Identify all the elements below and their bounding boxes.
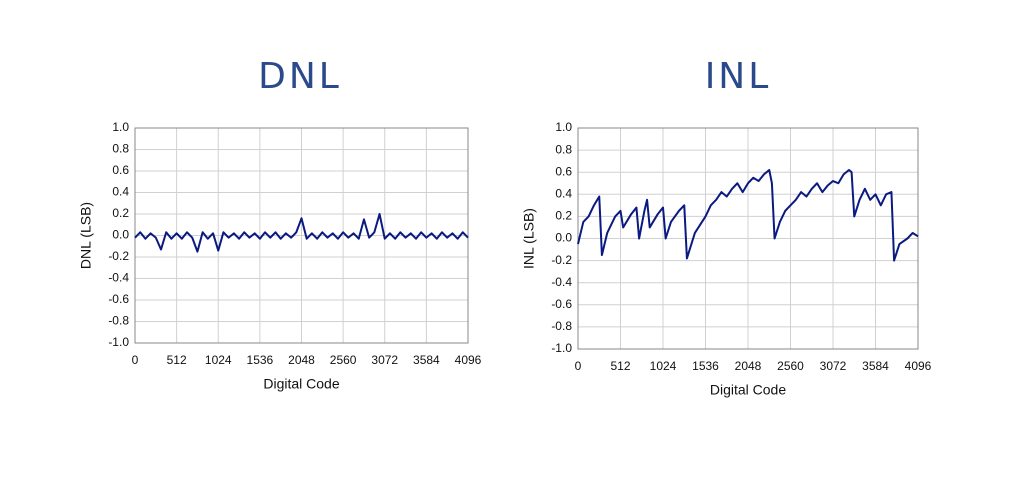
y-tick-label: 0.0 [555, 231, 572, 245]
y-tick-label: 0.6 [112, 163, 129, 177]
y-tick-label: 0.2 [555, 209, 572, 223]
y-tick-label: 1.0 [555, 120, 572, 134]
x-tick-label: 2048 [735, 359, 762, 373]
chart-title: INL [705, 56, 772, 97]
y-tick-label: 0.4 [112, 185, 129, 199]
y-tick-label: 0.8 [555, 142, 572, 156]
x-tick-label: 2560 [777, 359, 804, 373]
x-tick-label: 3584 [862, 359, 889, 373]
plot-frame [577, 127, 919, 350]
y-tick-label: -0.6 [108, 292, 129, 306]
plot-frame [134, 127, 469, 344]
y-tick-label: 0.4 [555, 186, 572, 200]
y-axis-label: DNL (LSB) [78, 202, 94, 269]
y-tick-label: -0.8 [108, 314, 129, 328]
x-tick-label: 0 [575, 359, 582, 373]
y-tick-label: -0.2 [108, 249, 129, 263]
y-tick-label: -0.4 [108, 271, 129, 285]
data-line [577, 168, 919, 262]
y-tick-label: -0.8 [551, 319, 572, 333]
x-tick-label: 3072 [371, 353, 398, 367]
x-tick-label: 1024 [650, 359, 677, 373]
x-tick-label: 4096 [905, 359, 932, 373]
x-tick-label: 0 [132, 353, 139, 367]
x-tick-label: 512 [167, 353, 187, 367]
y-tick-label: 0.0 [112, 228, 129, 242]
x-axis-label: Digital Code [710, 382, 786, 398]
x-tick-label: 3584 [413, 353, 440, 367]
x-tick-label: 2048 [288, 353, 315, 367]
y-tick-label: -0.4 [551, 275, 572, 289]
x-axis-label: Digital Code [263, 376, 339, 392]
x-tick-label: 512 [610, 359, 630, 373]
chart-title: DNL [258, 56, 342, 97]
x-tick-label: 1024 [205, 353, 232, 367]
y-tick-label: 1.0 [112, 120, 129, 134]
data-line [134, 213, 469, 253]
y-tick-label: -0.6 [551, 297, 572, 311]
y-tick-label: 0.6 [555, 164, 572, 178]
x-tick-label: 1536 [247, 353, 274, 367]
y-tick-label: -1.0 [551, 341, 572, 355]
x-tick-label: 1536 [692, 359, 719, 373]
x-tick-label: 2560 [330, 353, 357, 367]
y-tick-label: 0.8 [112, 142, 129, 156]
x-tick-label: 3072 [820, 359, 847, 373]
y-tick-label: -0.2 [551, 253, 572, 267]
x-tick-label: 4096 [455, 353, 482, 367]
y-tick-label: -1.0 [108, 335, 129, 349]
y-axis-label: INL (LSB) [521, 208, 537, 269]
y-tick-label: 0.2 [112, 206, 129, 220]
